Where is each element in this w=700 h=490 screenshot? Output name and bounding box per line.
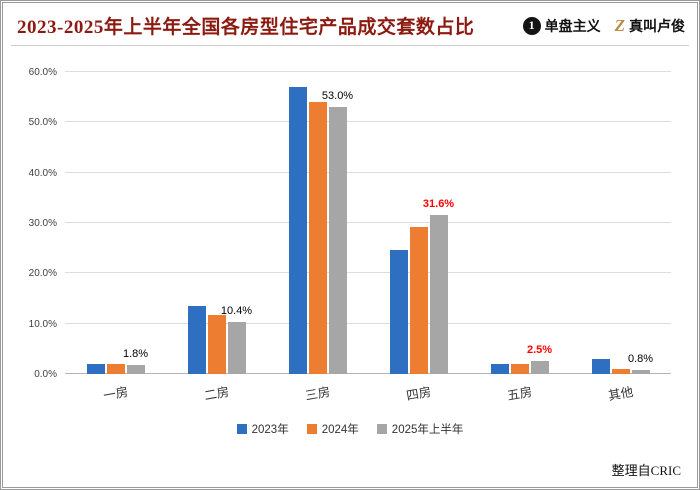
bar-2025年上半年-其他 — [631, 369, 650, 374]
header-divider — [11, 45, 689, 46]
x-label-text: 其他 — [607, 384, 635, 404]
bar-2024年-四房 — [409, 226, 428, 374]
legend-label: 2024年 — [321, 424, 359, 436]
y-axis-tick: 10.0% — [28, 318, 57, 330]
y-axis-tick: 60.0% — [28, 67, 57, 78]
x-label-text: 三房 — [304, 384, 332, 404]
x-label-一房: 一房 — [65, 383, 166, 409]
gridline — [65, 71, 671, 72]
data-label-一房: 1.8% — [122, 347, 149, 360]
bar-2023年-二房 — [187, 305, 206, 374]
gridline — [65, 272, 671, 274]
legend-swatch — [236, 424, 247, 434]
gridline — [65, 373, 671, 374]
legend-label: 2023年 — [251, 424, 289, 436]
brand-logos: 1 单盘主义 Z 真叫卢俊 — [522, 16, 685, 36]
gridline — [65, 222, 671, 223]
x-label-text: 四房 — [405, 384, 433, 404]
bar-group-五房: 2.5% — [469, 72, 570, 374]
data-label-四房: 31.6% — [422, 197, 455, 210]
brand-zhenjiaolujun-label: 真叫卢俊 — [629, 17, 685, 34]
x-label-二房: 二房 — [166, 383, 267, 409]
x-label-其他: 其他 — [570, 383, 671, 409]
bar-2023年-四房 — [389, 250, 408, 374]
bar-2024年-其他 — [611, 368, 630, 374]
z-logo-icon: Z — [614, 15, 625, 35]
legend-item-2025年上半年: 2025年上半年 — [376, 421, 464, 437]
circle-one-icon: 1 — [522, 16, 541, 35]
legend-swatch — [376, 424, 387, 434]
bar-chart-plot: 0.0% 10.0% 20.0% 30.0% 40.0% 50.0% 60.0% 1.8% 10… — [29, 67, 671, 380]
y-axis-tick: 30.0% — [28, 218, 57, 229]
data-label-五房: 2.5% — [526, 344, 553, 357]
x-label-text: 二房 — [203, 384, 231, 404]
brand-zhenjiaolujun: Z 真叫卢俊 — [615, 16, 685, 36]
source-credit: 整理自CRIC — [611, 463, 681, 478]
bar-2023年-其他 — [591, 358, 610, 374]
bar-2025年上半年-四房 — [429, 214, 448, 374]
legend-label: 2025年上半年 — [391, 424, 464, 436]
data-label-其他: 0.8% — [627, 352, 654, 365]
x-label-五房: 五房 — [469, 383, 570, 409]
chart-legend: 2023年 2024年 2025年上半年 — [3, 421, 697, 437]
x-label-text: 五房 — [506, 384, 534, 404]
bar-groups: 1.8% 10.4% 53.0% 31.6% 2.5% 0.8% — [65, 72, 671, 374]
y-axis-tick: 0.0% — [34, 369, 57, 380]
bar-2024年-五房 — [510, 363, 529, 374]
bar-2025年上半年-五房 — [530, 361, 549, 374]
bar-2023年-五房 — [490, 363, 509, 374]
bar-2024年-三房 — [308, 102, 327, 374]
bar-2024年-一房 — [106, 363, 125, 374]
bar-2025年上半年-二房 — [227, 321, 246, 374]
legend-item-2023年: 2023年 — [236, 421, 289, 437]
gridline — [65, 121, 671, 123]
bar-group-二房: 10.4% — [166, 72, 267, 374]
brand-danpanzhuyi-label: 单盘主义 — [544, 17, 601, 34]
gridline — [65, 322, 671, 324]
bar-group-三房: 53.0% — [267, 72, 368, 374]
x-axis-labels: 一房 二房 三房 四房 五房 其他 — [65, 383, 671, 409]
data-label-二房: 10.4% — [220, 304, 253, 317]
bar-2025年上半年-三房 — [328, 107, 347, 374]
bar-group-其他: 0.8% — [570, 72, 671, 374]
bar-group-四房: 31.6% — [368, 72, 469, 374]
y-axis-tick: 40.0% — [28, 167, 57, 179]
bar-2023年-一房 — [86, 363, 105, 374]
legend-item-2024年: 2024年 — [306, 421, 359, 437]
bar-2025年上半年-一房 — [126, 364, 145, 374]
brand-danpanzhuyi: 1 单盘主义 — [522, 16, 601, 36]
x-label-四房: 四房 — [368, 383, 469, 409]
bar-group-一房: 1.8% — [65, 72, 166, 374]
x-label-text: 一房 — [102, 384, 130, 404]
gridline — [65, 171, 671, 173]
y-axis-tick: 20.0% — [28, 268, 57, 280]
bar-2023年-三房 — [288, 87, 307, 374]
header: 2023-2025年上半年全国各房型住宅产品成交套数占比 1 单盘主义 Z 真叫… — [3, 3, 697, 45]
legend-swatch — [306, 424, 317, 434]
y-axis-tick: 50.0% — [28, 117, 57, 129]
bar-2024年-二房 — [207, 314, 226, 374]
x-label-三房: 三房 — [267, 383, 368, 409]
page-title: 2023-2025年上半年全国各房型住宅产品成交套数占比 — [17, 17, 475, 38]
data-label-三房: 53.0% — [321, 90, 354, 103]
